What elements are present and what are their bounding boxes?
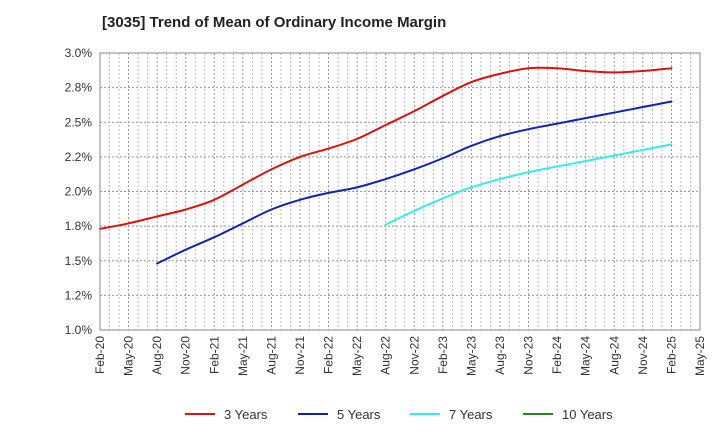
legend-label: 5 Years [337, 407, 381, 422]
y-tick-label: 1.0% [65, 323, 93, 337]
x-tick-label: Nov-21 [293, 336, 307, 375]
legend: 3 Years 5 Years 7 Years 10 Years [185, 407, 613, 422]
x-tick-label: May-25 [693, 336, 707, 376]
y-tick-label: 1.8% [65, 219, 93, 233]
y-tick-label: 2.8% [65, 81, 93, 95]
x-tick-label: Aug-22 [379, 336, 393, 375]
series-line-1 [99, 66, 673, 230]
x-tick-label: Feb-20 [93, 336, 107, 374]
chart-title: [3035] Trend of Mean of Ordinary Income … [102, 14, 447, 31]
grid [100, 53, 700, 330]
x-tick-label: May-21 [236, 336, 250, 376]
series-line-3 [384, 143, 673, 226]
legend-label: 3 Years [224, 407, 268, 422]
x-tick-label: Nov-20 [179, 336, 193, 375]
x-tick-label: May-23 [464, 336, 478, 376]
x-tick-label: Aug-21 [264, 336, 278, 375]
x-tick-label: May-20 [122, 336, 136, 376]
x-tick-label: Aug-24 [607, 336, 621, 375]
x-tick-label: Nov-22 [407, 336, 421, 375]
series-lines [99, 66, 673, 265]
y-axis: 1.0% 1.2% 1.5% 1.8% 2.0% 2.2% 2.5% 2.8% 3.0% [65, 46, 93, 337]
x-tick-label: Aug-23 [493, 336, 507, 375]
x-tick-label: May-22 [350, 336, 364, 376]
x-tick-label: Feb-21 [207, 336, 221, 374]
x-tick-label: Feb-22 [322, 336, 336, 374]
y-tick-label: 1.2% [65, 288, 93, 302]
x-tick-label: Feb-25 [664, 336, 678, 374]
x-tick-label: Feb-24 [550, 336, 564, 374]
series-line-2 [156, 100, 673, 265]
x-tick-label: May-24 [579, 336, 593, 376]
y-tick-label: 1.5% [65, 254, 93, 268]
x-tick-label: Nov-24 [636, 336, 650, 375]
plot-area [99, 52, 701, 331]
x-axis: Feb-20 May-20 Aug-20 Nov-20 Feb-21 May-21 Aug-… [93, 336, 707, 376]
y-tick-label: 2.0% [65, 185, 93, 199]
x-tick-label: Nov-23 [522, 336, 536, 375]
x-tick-label: Feb-23 [436, 336, 450, 374]
y-tick-label: 2.5% [65, 115, 93, 129]
legend-label: 10 Years [562, 407, 613, 422]
x-tick-label: Aug-20 [150, 336, 164, 375]
legend-label: 7 Years [449, 407, 493, 422]
y-tick-label: 2.2% [65, 150, 93, 164]
y-tick-label: 3.0% [65, 46, 93, 60]
